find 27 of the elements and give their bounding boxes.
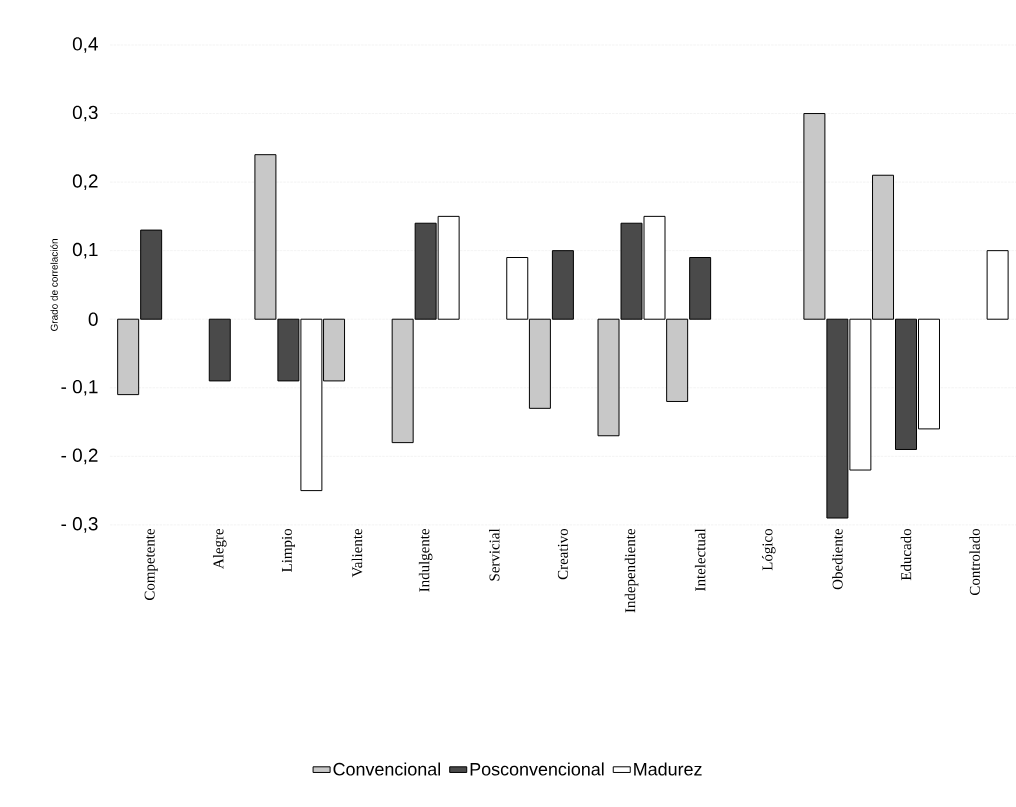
y-tick-label: - 0,1 bbox=[61, 380, 98, 396]
x-tick-label: Obediente bbox=[832, 529, 843, 590]
y-tick-label: 0 bbox=[88, 312, 98, 326]
y-tick-label: 0,1 bbox=[72, 242, 98, 259]
y-tick-label: 0,4 bbox=[72, 37, 98, 53]
y-tick-label: 0,2 bbox=[72, 174, 98, 190]
x-tick-label: Independiente bbox=[624, 528, 639, 613]
bar bbox=[986, 250, 1009, 320]
legend-label: Posconvencional bbox=[470, 762, 604, 776]
x-tick-label: Creativo bbox=[557, 529, 568, 580]
y-tick-label: - 0,3 bbox=[61, 517, 98, 533]
legend-label: Convencional bbox=[333, 762, 440, 776]
x-tick-label: Alegre bbox=[212, 529, 227, 569]
x-tick-label: Competente bbox=[144, 528, 158, 601]
x-tick-label: Educado bbox=[900, 529, 912, 581]
x-tick-label: Controlado bbox=[969, 529, 980, 596]
x-tick-label: Intelectual bbox=[694, 528, 706, 591]
y-tick-label: 0,3 bbox=[72, 105, 98, 122]
x-tick-label: Indulgente bbox=[418, 529, 433, 592]
bar bbox=[208, 318, 231, 382]
x-tick-label: Valiente bbox=[351, 528, 363, 578]
legend-label: Madurez bbox=[634, 762, 702, 776]
x-tick-label: Limpio bbox=[281, 529, 295, 573]
x-tick-label: Lógico bbox=[761, 529, 776, 571]
y-tick-label: - 0,2 bbox=[61, 448, 98, 465]
y-axis-title: Grado de correlación bbox=[50, 239, 58, 332]
x-tick-label: Servicial bbox=[489, 528, 500, 581]
